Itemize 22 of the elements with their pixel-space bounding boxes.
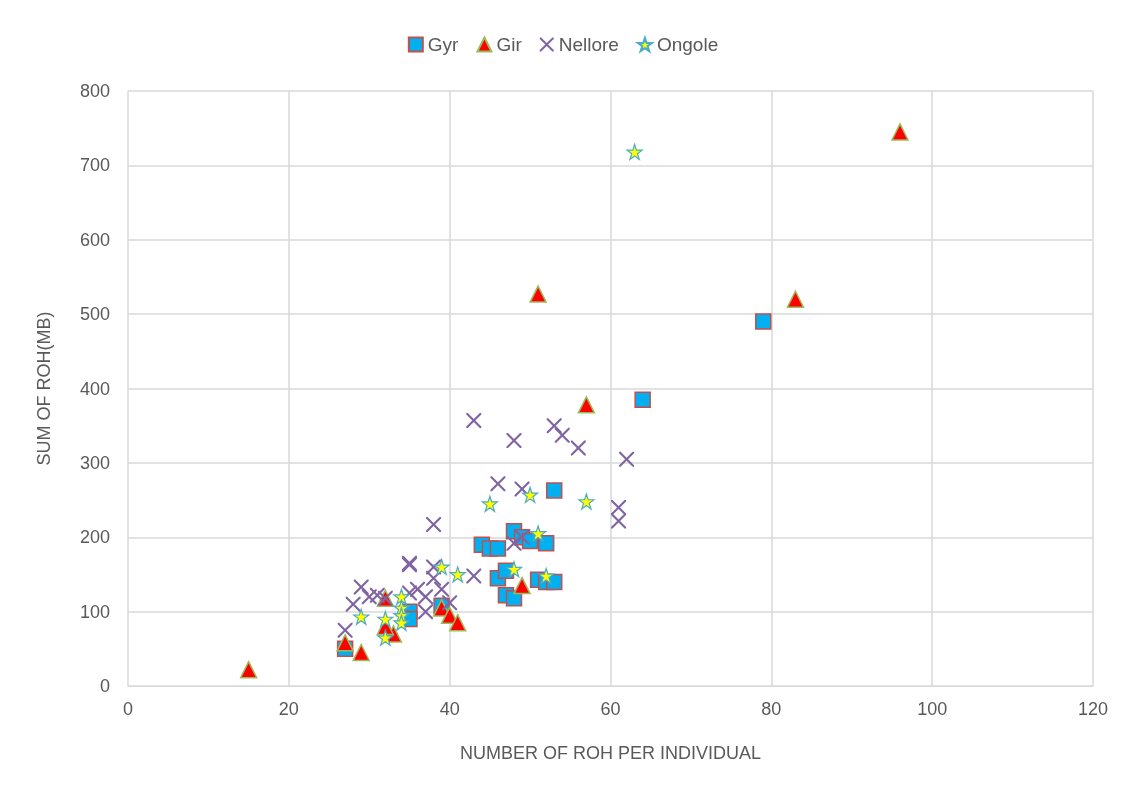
legend-label: Gir bbox=[496, 34, 523, 55]
x-tick-label: 60 bbox=[600, 699, 621, 719]
y-tick-label: 400 bbox=[79, 378, 110, 399]
y-tick-label: 0 bbox=[99, 676, 110, 696]
x-tick-label: 80 bbox=[761, 699, 782, 719]
x-tick-label: 20 bbox=[278, 699, 299, 719]
y-axis-title: SUM OF ROH(MB) bbox=[34, 311, 54, 466]
legend-label: Gyr bbox=[427, 34, 460, 55]
x-axis-title: NUMBER OF ROH PER INDIVIDUAL bbox=[459, 743, 762, 763]
y-tick-label: 700 bbox=[79, 155, 110, 176]
legend-label: Nellore bbox=[558, 34, 619, 55]
x-tick-label: 100 bbox=[917, 699, 948, 719]
legend-label: Ongole bbox=[656, 34, 719, 55]
x-tick-label: 0 bbox=[122, 699, 134, 719]
x-tick-label: 120 bbox=[1077, 699, 1109, 719]
y-tick-label: 300 bbox=[79, 452, 110, 473]
y-tick-label: 100 bbox=[79, 601, 110, 622]
y-tick-label: 800 bbox=[79, 81, 110, 101]
x-tick-label: 40 bbox=[439, 699, 460, 719]
y-tick-label: 200 bbox=[79, 527, 110, 548]
y-tick-label: 500 bbox=[79, 304, 110, 325]
y-tick-label: 600 bbox=[79, 229, 110, 250]
